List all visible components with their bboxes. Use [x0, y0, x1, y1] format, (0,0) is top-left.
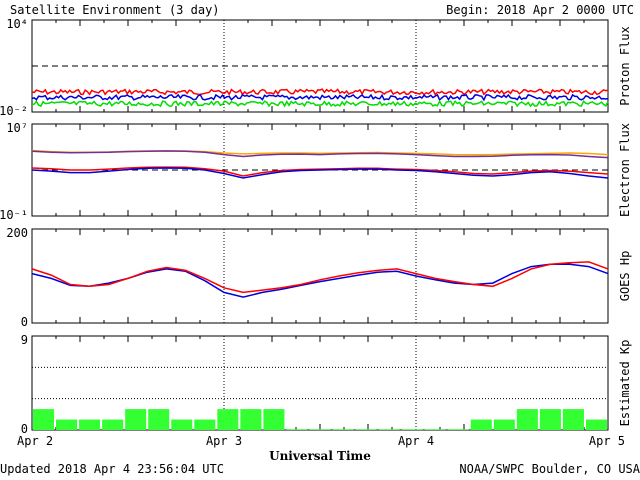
updated-time: Updated 2018 Apr 4 23:56:04 UTC	[0, 462, 224, 476]
kp-bar	[424, 429, 446, 430]
kp-bar	[562, 409, 584, 430]
kp-bar	[378, 429, 400, 430]
proton-y-tick-label: 10⁴	[6, 17, 28, 31]
kp-y-tick-label: 0	[21, 422, 28, 436]
kp-bar	[194, 419, 216, 430]
kp-bar	[102, 419, 124, 430]
electron-series-blue	[31, 167, 609, 179]
electron-y-tick-label: 10⁻¹	[0, 208, 28, 222]
hp-y-tick-label: 200	[6, 226, 28, 240]
kp-bar	[539, 409, 561, 430]
proton-y-axis-label: Proton Flux	[618, 26, 632, 105]
kp-bar	[263, 409, 285, 430]
kp-bar	[56, 419, 78, 430]
x-tick-label: Apr 2	[17, 434, 53, 448]
begin-time: Begin: 2018 Apr 2 0000 UTC	[446, 3, 634, 17]
kp-bar	[125, 409, 147, 430]
hp-frame	[31, 228, 609, 324]
panel-proton: Proton Flux	[31, 19, 632, 113]
hp-y-axis-label: GOES Hp	[618, 251, 632, 302]
electron-series-purple	[31, 150, 609, 159]
kp-bar	[171, 419, 193, 430]
x-tick-label: Apr 3	[206, 434, 242, 448]
x-axis-title: Universal Time	[269, 449, 371, 463]
proton-series-blue	[31, 93, 609, 102]
panel-electron: Electron Flux	[31, 123, 632, 217]
kp-bar	[516, 409, 538, 430]
kp-bar	[33, 409, 55, 430]
electron-y-tick-label: 10⁷	[6, 121, 28, 135]
panels: Proton Flux 10⁴ 10⁻² Electron Flux 10⁷ 10⁻¹ GO…	[0, 17, 632, 448]
credit: NOAA/SWPC Boulder, CO USA	[459, 462, 640, 476]
panel-kp: Estimated Kp	[31, 335, 632, 431]
kp-bar	[286, 429, 308, 430]
electron-y-axis-label: Electron Flux	[618, 123, 632, 217]
kp-bar	[332, 429, 354, 430]
kp-bar	[470, 419, 492, 430]
electron-series-red	[31, 166, 609, 177]
kp-bar	[355, 429, 377, 430]
kp-bar	[493, 419, 515, 430]
chart-title: Satellite Environment (3 day)	[10, 3, 220, 17]
kp-bar	[217, 409, 239, 430]
proton-y-tick-label: 10⁻²	[0, 104, 28, 118]
kp-bar	[79, 419, 101, 430]
x-tick-label: Apr 4	[398, 434, 434, 448]
kp-bar	[401, 429, 423, 430]
kp-y-axis-label: Estimated Kp	[618, 340, 632, 427]
kp-y-tick-label: 9	[21, 333, 28, 347]
hp-series-red	[31, 261, 609, 294]
proton-series-red	[31, 88, 609, 96]
kp-bar	[585, 419, 607, 430]
kp-bar	[447, 429, 469, 430]
proton-series-green	[31, 99, 609, 108]
kp-bar	[148, 409, 170, 430]
kp-bar	[240, 409, 262, 430]
x-tick-label: Apr 5	[589, 434, 625, 448]
panel-hp: GOES Hp	[31, 228, 632, 324]
kp-bar	[309, 429, 331, 430]
hp-y-tick-label: 0	[21, 315, 28, 329]
